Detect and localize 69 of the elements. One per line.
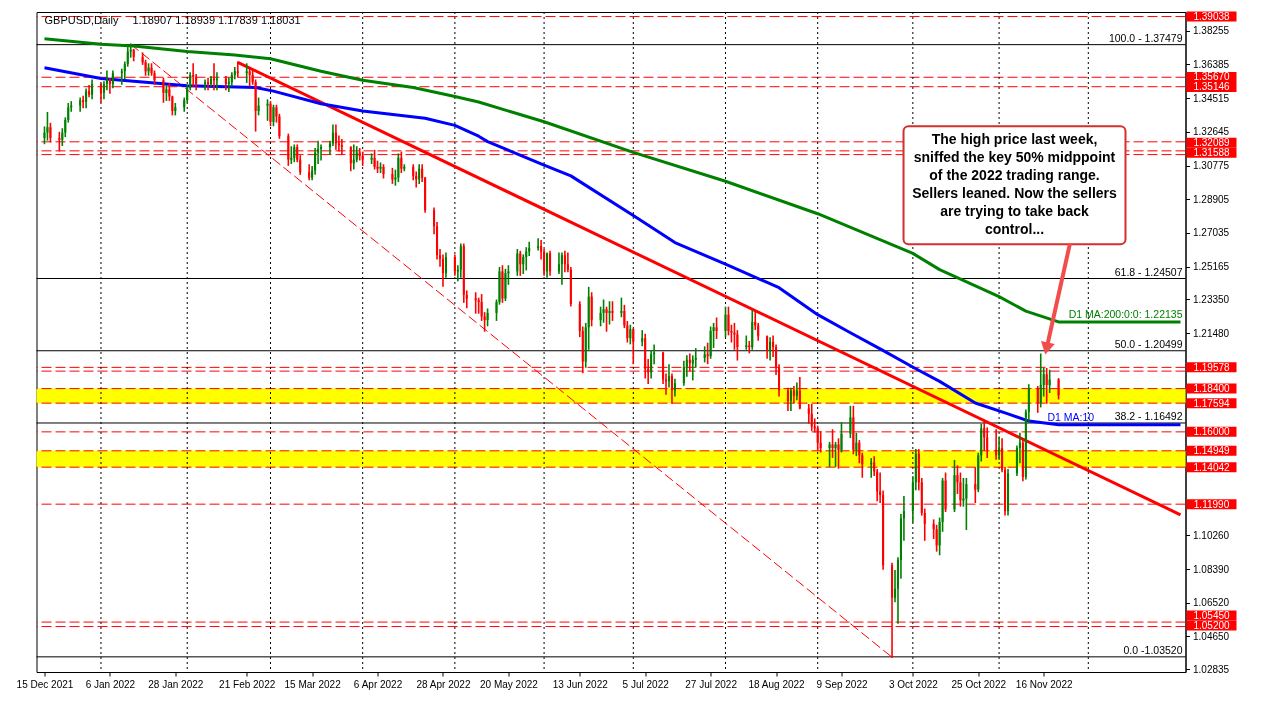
chart-subtitle: 1.18907 1.18939 1.17839 1.18031 (132, 14, 301, 26)
ref-line-label: 1.17594 (1193, 397, 1231, 409)
x-tick-label: 3 Oct 2022 (888, 678, 939, 690)
ref-line-label: 1.05450 (1193, 609, 1231, 621)
y-tick-label: 1.06520 (1193, 597, 1230, 609)
candlestick (269, 101, 272, 127)
ref-line-label: 1.35146 (1193, 81, 1231, 93)
x-tick-label: 15 Mar 2022 (284, 678, 342, 690)
x-tick-label: 6 Jan 2022 (85, 678, 136, 690)
annotation: 0.0 -1.03520 (1123, 643, 1183, 656)
x-tick-label: 20 May 2022 (479, 678, 539, 690)
ref-line-label: 1.05200 (1193, 619, 1231, 631)
x-tick-label: 13 Jun 2022 (552, 678, 609, 690)
y-tick-label: 1.38255 (1193, 25, 1230, 37)
candlestick (382, 164, 385, 179)
ref-line-label: 1.14949 (1193, 445, 1231, 457)
y-tick-label: 1.36385 (1193, 58, 1230, 70)
x-tick-label: 28 Apr 2022 (416, 678, 471, 690)
ref-line-label: 1.11990 (1193, 498, 1230, 510)
ref-line-label: 1.19578 (1193, 361, 1231, 373)
x-tick-label: 21 Feb 2022 (219, 678, 276, 690)
candlestick (272, 104, 275, 127)
ref-line-label: 1.31588 (1193, 147, 1231, 159)
x-tick-label: 28 Jan 2022 (148, 678, 204, 690)
y-tick-label: 1.34515 (1193, 92, 1230, 104)
ref-line-label: 1.32089 (1193, 137, 1231, 149)
annotation: 50.0 - 1.20499 (1114, 337, 1183, 350)
y-tick-label: 1.28905 (1193, 193, 1230, 205)
x-tick-label: 6 Apr 2022 (353, 678, 403, 690)
ref-line-label: 1.39038 (1193, 11, 1231, 23)
series-label: D1 MA:10 (1047, 410, 1095, 423)
y-tick-label: 1.32645 (1193, 126, 1230, 138)
candlestick (379, 162, 382, 174)
x-tick-label: 16 Nov 2022 (1015, 678, 1073, 690)
candlestick (724, 306, 727, 338)
series-label: D1 MA:200:0:0: 1.22135 (1068, 307, 1183, 320)
candlestick (501, 265, 504, 303)
candlestick (953, 459, 956, 512)
candlestick (266, 99, 269, 121)
ref-line-label: 1.16000 (1193, 426, 1231, 438)
y-tick-label: 1.08390 (1193, 563, 1230, 575)
annotation: 61.8 - 1.24507 (1114, 265, 1183, 278)
candlestick (605, 306, 608, 332)
y-tick-label: 1.21480 (1193, 327, 1230, 339)
y-tick-label: 1.30775 (1193, 160, 1230, 172)
x-tick-label: 15 Dec 2021 (16, 678, 74, 690)
candlestick (840, 422, 843, 453)
candlestick (611, 301, 614, 321)
y-tick-label: 1.23350 (1193, 293, 1230, 305)
x-tick-label: 5 Jul 2022 (622, 678, 670, 690)
y-tick-label: 1.10260 (1193, 529, 1230, 541)
annotation: 100.0 - 1.37479 (1108, 31, 1183, 44)
x-tick-label: 9 Sep 2022 (816, 678, 868, 690)
candlestick (834, 441, 837, 467)
x-tick-label: 18 Aug 2022 (748, 678, 806, 690)
y-tick-label: 1.25165 (1193, 261, 1230, 273)
y-tick-label: 1.04650 (1193, 630, 1230, 642)
ref-line-label: 1.18400 (1193, 383, 1231, 395)
ref-line-label: 1.35670 (1193, 71, 1231, 83)
chart-title: GBPUSD,Daily (44, 14, 119, 26)
x-tick-label: 27 Jul 2022 (685, 678, 738, 690)
annotation: The high price last week, sniffed the key 50% midppoint of the 2022 trading range. Sellers leaned. Now the sellers are trying to take back control... (912, 131, 1118, 238)
candlestick (608, 301, 611, 325)
y-tick-label: 1.27035 (1193, 227, 1230, 239)
y-tick-label: 1.02835 (1193, 663, 1230, 675)
annotation: 38.2 - 1.16492 (1114, 410, 1183, 422)
x-tick-label: 25 Oct 2022 (951, 678, 1007, 690)
line-series (42, 66, 1182, 427)
ref-line-label: 1.14042 (1193, 461, 1231, 473)
